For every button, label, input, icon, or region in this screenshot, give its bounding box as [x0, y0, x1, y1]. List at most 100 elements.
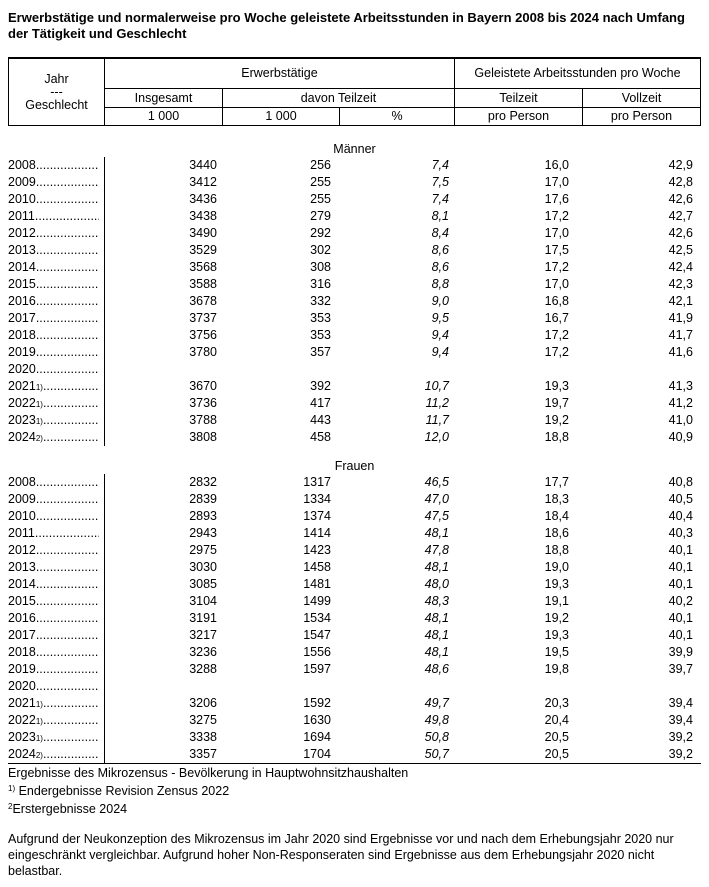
cell-vollzeit-stunden: 39,2 — [668, 730, 693, 744]
section-heading: Männer — [333, 142, 376, 156]
leader-dots: ........................................… — [35, 543, 99, 557]
cell-teilzeit-pct: 48,3 — [424, 594, 449, 608]
table-row: 20231)..................................… — [8, 412, 701, 429]
cell-teilzeit-1000: 292 — [310, 226, 331, 240]
year-label: 2019 — [8, 662, 36, 676]
header-jahr: Jahr — [44, 71, 69, 86]
year-label: 2016 — [8, 294, 36, 308]
cell-teilzeit-pct: 8,1 — [431, 209, 449, 223]
cell-insgesamt: 3788 — [189, 413, 217, 427]
cell-vollzeit-stunden: 40,5 — [668, 492, 693, 506]
year-label: 2009 — [8, 175, 36, 189]
cell-teilzeit-pct: 50,8 — [424, 730, 449, 744]
year-label: 2022 — [8, 396, 36, 410]
cell-insgesamt — [105, 678, 223, 695]
cell-teilzeit-pct: 47,0 — [424, 492, 449, 506]
leader-dots: ........................................… — [35, 260, 99, 274]
cell-teilzeit-1000: 1317 — [303, 475, 331, 489]
year-cell: 2016....................................… — [8, 610, 105, 627]
cell-vollzeit-stunden: 42,3 — [668, 277, 693, 291]
year-cell: 2018....................................… — [8, 644, 105, 661]
cell-teilzeit-pct: 9,4 — [431, 345, 449, 359]
cell-teilzeit-1000: 1334 — [303, 492, 331, 506]
footnote-source: Ergebnisse des Mikrozensus - Bevölkerung… — [8, 766, 409, 780]
cell-teilzeit-pct: 11,7 — [425, 413, 449, 427]
cell-teilzeit-1000: 353 — [310, 311, 331, 325]
cell-teilzeit-stunden: 19,2 — [544, 611, 569, 625]
table-row: 2009....................................… — [8, 174, 701, 191]
cell-teilzeit-1000: 417 — [310, 396, 331, 410]
year-cell: 2014....................................… — [8, 576, 105, 593]
year-cell: 2015....................................… — [8, 593, 105, 610]
cell-teilzeit-stunden: 18,8 — [544, 543, 569, 557]
year-cell: 2008....................................… — [8, 474, 105, 491]
table-row: 20211)..................................… — [8, 378, 701, 395]
cell-teilzeit-stunden: 17,5 — [544, 243, 569, 257]
year-cell: 20221)..................................… — [8, 712, 105, 729]
cell-insgesamt: 3191 — [189, 611, 217, 625]
leader-dots: ........................................… — [42, 696, 99, 710]
table-row: 20231)..................................… — [8, 729, 701, 746]
cell-insgesamt: 3217 — [189, 628, 217, 642]
cell-teilzeit-1000: 1704 — [303, 747, 331, 761]
section-rows: 2008....................................… — [8, 474, 709, 763]
table-section: Männer 2008.............................… — [8, 141, 709, 446]
cell-teilzeit-1000: 1481 — [303, 577, 331, 591]
section-rows: 2008....................................… — [8, 157, 709, 446]
cell-teilzeit-1000: 255 — [310, 175, 331, 189]
cell-vollzeit-stunden: 41,6 — [668, 345, 693, 359]
cell-vollzeit-stunden: 39,2 — [668, 747, 693, 761]
cell-teilzeit-stunden: 18,3 — [544, 492, 569, 506]
year-cell: 20221)..................................… — [8, 395, 105, 412]
cell-teilzeit-stunden: 18,4 — [544, 509, 569, 523]
cell-vollzeit-stunden: 42,8 — [668, 175, 693, 189]
header-unit-percent: % — [340, 108, 455, 125]
cell-teilzeit-1000: 1556 — [303, 645, 331, 659]
year-cell: 2017....................................… — [8, 310, 105, 327]
cell-vollzeit-stunden: 42,7 — [668, 209, 693, 223]
cell-teilzeit-stunden: 17,7 — [544, 475, 569, 489]
cell-teilzeit-stunden: 19,0 — [544, 560, 569, 574]
leader-dots: ........................................… — [35, 645, 99, 659]
table-row: 2020....................................… — [8, 361, 701, 378]
year-label: 2011 — [8, 526, 35, 540]
cell-insgesamt: 3436 — [189, 192, 217, 206]
cell-teilzeit-stunden: 18,6 — [544, 526, 569, 540]
leader-dots: ........................................… — [35, 328, 99, 342]
year-label: 2018 — [8, 645, 36, 659]
cell-vollzeit-stunden: 39,7 — [668, 662, 693, 676]
table-row: 20242)..................................… — [8, 429, 701, 446]
year-label: 2008 — [8, 475, 36, 489]
cell-teilzeit-pct: 9,5 — [431, 311, 449, 325]
table-row: 2016....................................… — [8, 610, 701, 627]
cell-teilzeit-stunden: 16,8 — [544, 294, 569, 308]
cell-teilzeit-stunden — [455, 361, 583, 378]
year-cell: 2013....................................… — [8, 242, 105, 259]
header-unit-teilzeit-pro-person: pro Person — [455, 108, 583, 125]
leader-dots: ........................................… — [35, 662, 99, 676]
cell-teilzeit-pct: 49,7 — [424, 696, 449, 710]
cell-teilzeit-1000: 302 — [310, 243, 331, 257]
cell-teilzeit-1000: 1694 — [303, 730, 331, 744]
cell-teilzeit-stunden: 17,2 — [544, 328, 569, 342]
leader-dots: ........................................… — [35, 362, 99, 376]
cell-vollzeit-stunden: 40,4 — [668, 509, 693, 523]
cell-teilzeit-1000: 332 — [310, 294, 331, 308]
cell-insgesamt: 3030 — [189, 560, 217, 574]
leader-dots: ........................................… — [35, 345, 99, 359]
year-label: 2013 — [8, 243, 36, 257]
cell-teilzeit-1000: 1534 — [303, 611, 331, 625]
cell-insgesamt: 3780 — [189, 345, 217, 359]
leader-dots: ........................................… — [35, 594, 99, 608]
table-row: 2015....................................… — [8, 593, 701, 610]
cell-insgesamt: 2975 — [189, 543, 217, 557]
cell-teilzeit-1000: 443 — [310, 413, 331, 427]
year-cell: 2019....................................… — [8, 661, 105, 678]
cell-teilzeit-pct: 48,6 — [424, 662, 449, 676]
cell-insgesamt: 3670 — [189, 379, 217, 393]
cell-vollzeit-stunden: 41,7 — [668, 328, 693, 342]
page-title: Erwerbstätige und normalerweise pro Woch… — [8, 10, 685, 41]
cell-teilzeit-1000: 1499 — [303, 594, 331, 608]
cell-teilzeit-pct: 9,0 — [431, 294, 449, 308]
cell-teilzeit-stunden: 19,8 — [544, 662, 569, 676]
